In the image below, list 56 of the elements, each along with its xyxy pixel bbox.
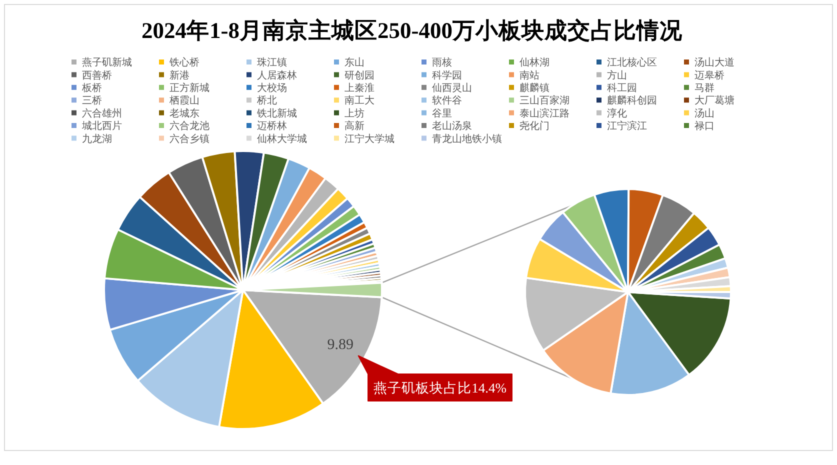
legend-label: 仙林湖 (520, 56, 550, 69)
legend-label: 老山汤泉 (432, 120, 472, 132)
chart-title: 2024年1-8月南京主城区250-400万小板块成交占比情况 (142, 17, 684, 43)
legend-label: 仙西灵山 (432, 82, 472, 94)
legend-label: 珠江镇 (257, 56, 287, 69)
legend-label: 西善桥 (82, 69, 112, 82)
legend-label: 三桥 (82, 94, 102, 107)
legend-label: 正方新城 (170, 82, 210, 94)
legend-label: 东山 (344, 56, 364, 69)
data-label: 9.89 (327, 336, 354, 353)
legend-label: 三山百家湖 (520, 94, 570, 107)
legend-label: 城北西片 (81, 120, 122, 132)
legend-label: 栖霞山 (168, 94, 200, 107)
legend-label: 高新 (344, 120, 364, 132)
legend-label: 谷里 (432, 107, 452, 120)
legend-label: 新港 (170, 69, 190, 82)
legend-label: 桥北 (256, 94, 277, 107)
legend-label: 江宁滨江 (607, 120, 647, 132)
legend-label: 方山 (607, 69, 627, 82)
legend-label: 青龙山地铁小镇 (432, 132, 502, 145)
legend-label: 大厂葛塘 (694, 94, 734, 107)
legend-label: 六合乡镇 (170, 132, 210, 145)
legend-label: 尧化门 (520, 120, 550, 132)
legend-label: 研创园 (344, 69, 374, 82)
legend-label: 板桥 (81, 82, 102, 94)
legend-label: 迈桥林 (257, 120, 287, 132)
legend-label: 马群 (694, 82, 714, 94)
legend-label: 麒麟科创园 (607, 94, 657, 107)
legend-label: 人居森林 (257, 69, 297, 82)
legend-label: 铁心桥 (168, 56, 200, 69)
legend-label: 铁北新城 (256, 107, 297, 120)
legend-label: 江北核心区 (607, 56, 657, 69)
legend-label: 雨核 (432, 56, 452, 69)
legend-label: 汤山大道 (694, 56, 734, 69)
legend-label: 科学园 (432, 69, 462, 82)
legend-label: 上秦淮 (344, 82, 374, 94)
legend-label: 汤山 (694, 107, 714, 120)
legend-label: 上坊 (344, 107, 364, 120)
legend-label: 大校场 (257, 82, 287, 94)
legend-label: 六合龙池 (170, 120, 210, 132)
legend-label: 六合雄州 (82, 107, 122, 120)
legend-label: 软件谷 (432, 94, 462, 107)
legend-label: 南站 (520, 69, 540, 82)
legend-label: 禄口 (694, 120, 714, 132)
legend-label: 仙林大学城 (257, 132, 307, 145)
legend-label: 泰山滨江路 (520, 107, 570, 120)
legend-label: 燕子矶新城 (82, 56, 132, 69)
legend-label: 麒麟镇 (520, 82, 550, 94)
legend-label: 九龙湖 (82, 132, 112, 145)
legend-label: 老城东 (170, 107, 200, 120)
legend-label: 淳化 (607, 107, 627, 120)
legend-label: 科工园 (607, 82, 637, 94)
legend-label: 江宁大学城 (344, 132, 394, 145)
legend-label: 南工大 (344, 94, 374, 107)
text: 燕子矶板块占比14.4% (374, 380, 506, 396)
legend-label: 迈皋桥 (694, 69, 724, 82)
